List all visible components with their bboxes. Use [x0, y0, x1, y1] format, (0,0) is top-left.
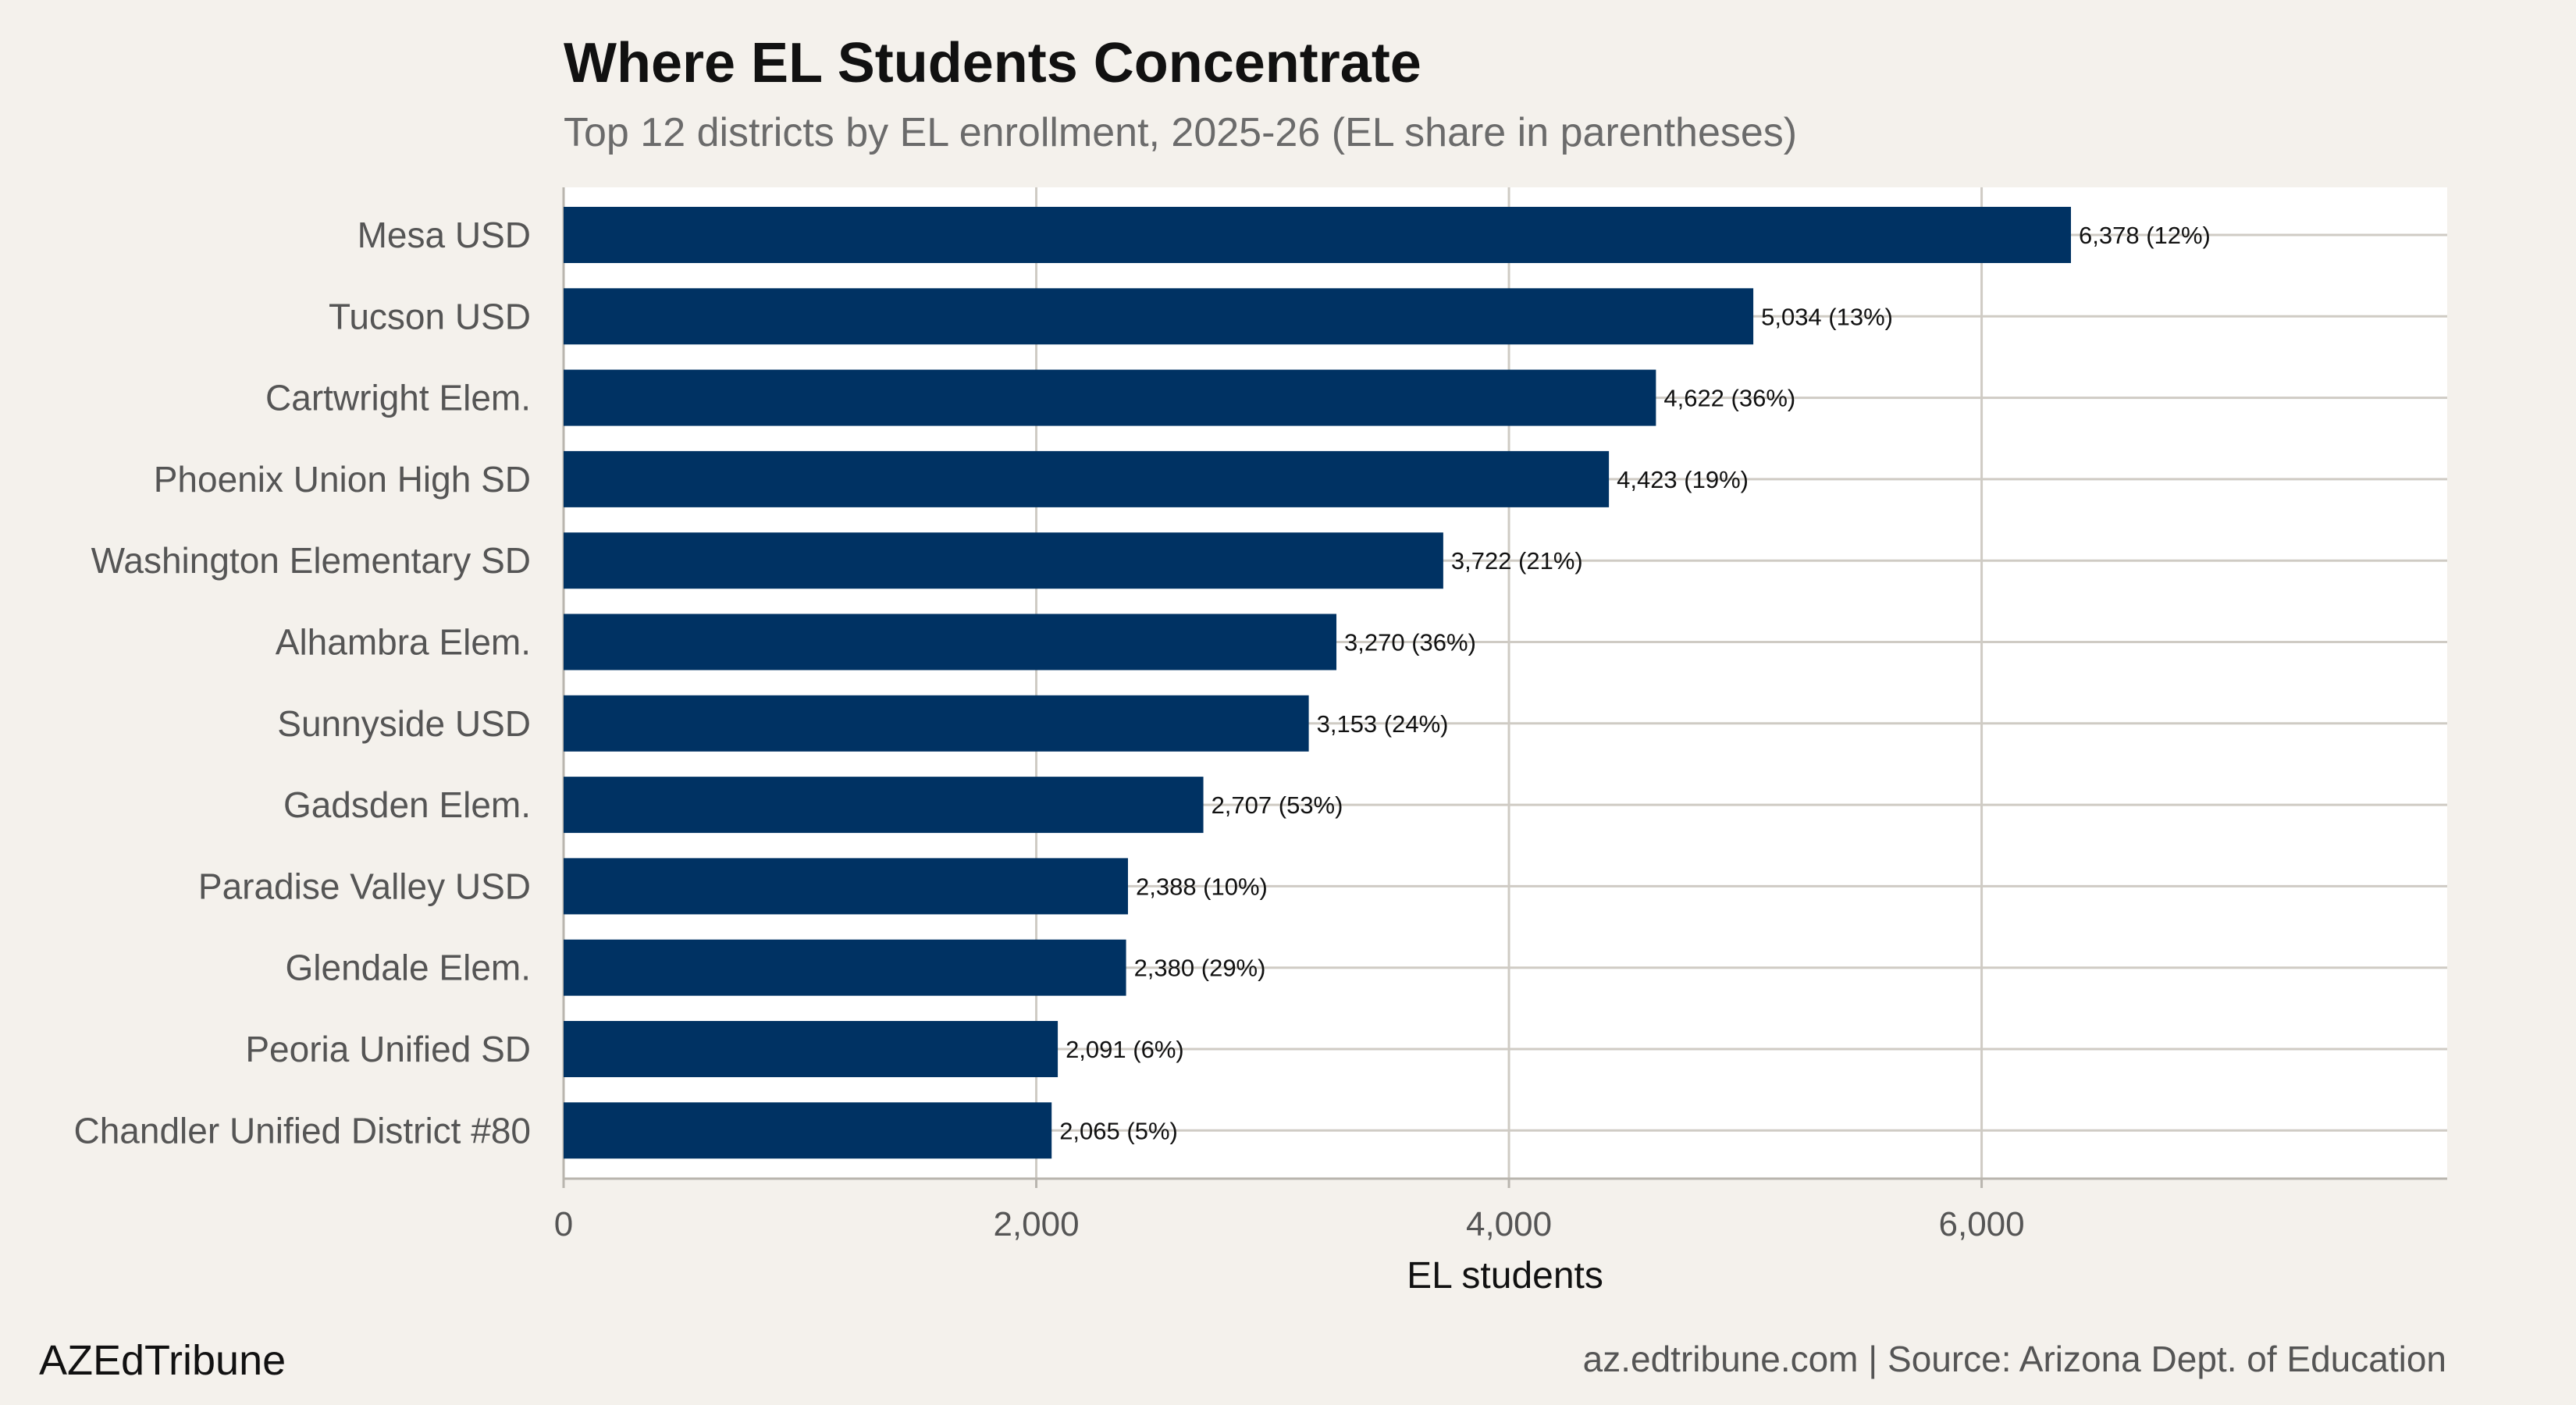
chart-title: Where EL Students Concentrate [564, 32, 1421, 94]
bar [564, 1102, 1052, 1159]
category-label: Cartwright Elem. [265, 378, 531, 418]
data-label: 2,380 (29%) [1134, 955, 1266, 982]
bar [564, 1021, 1059, 1077]
data-label: 5,034 (13%) [1761, 303, 1893, 330]
data-label: 3,270 (36%) [1344, 629, 1476, 656]
category-label: Phoenix Union High SD [154, 459, 531, 500]
plot-panel [564, 187, 2447, 1179]
category-label: Chandler Unified District #80 [74, 1110, 532, 1151]
bar [564, 532, 1443, 589]
bar [564, 369, 1656, 426]
data-label: 4,423 (19%) [1617, 466, 1749, 493]
x-tick-label: 4,000 [1466, 1205, 1552, 1243]
category-label: Alhambra Elem. [276, 622, 531, 663]
source-note: az.edtribune.com | Source: Arizona Dept.… [1582, 1339, 2446, 1379]
x-axis-title: EL students [1407, 1255, 1603, 1297]
bar [564, 288, 1754, 345]
bars [564, 207, 2072, 1159]
x-tick-label: 0 [554, 1205, 573, 1243]
x-axis-ticks: 0 2,000 4,000 6,000 [554, 1179, 2025, 1243]
value-labels: 6,378 (12%) 5,034 (13%) 4,622 (36%) 4,423 (… [1059, 222, 2211, 1144]
data-label: 2,388 (10%) [1136, 873, 1268, 900]
category-labels: Mesa USD Tucson USD Cartwright Elem. Phoeni… [74, 215, 532, 1151]
category-label: Washington Elementary SD [91, 540, 531, 581]
data-label: 6,378 (12%) [2079, 222, 2211, 249]
category-label: Mesa USD [358, 215, 531, 255]
bar [564, 939, 1126, 996]
category-label: Gadsden Elem. [283, 784, 531, 825]
category-label: Peoria Unified SD [245, 1029, 531, 1069]
bar [564, 695, 1309, 752]
chart-subtitle: Top 12 districts by EL enrollment, 2025-… [564, 110, 1798, 155]
data-label: 2,091 (6%) [1066, 1036, 1184, 1063]
bar [564, 207, 2072, 263]
bar [564, 858, 1128, 915]
bar [564, 614, 1337, 670]
data-label: 2,707 (53%) [1212, 791, 1343, 819]
data-label: 2,065 (5%) [1059, 1117, 1178, 1144]
brand-logo-text: AZEdTribune [39, 1337, 286, 1384]
data-label: 3,153 (24%) [1317, 710, 1449, 738]
category-label: Sunnyside USD [277, 703, 531, 744]
category-label: Paradise Valley USD [198, 866, 531, 906]
x-tick-label: 2,000 [993, 1205, 1079, 1243]
category-label: Glendale Elem. [286, 948, 532, 988]
bar [564, 450, 1610, 507]
data-label: 4,622 (36%) [1663, 385, 1795, 412]
x-tick-label: 6,000 [1939, 1205, 2025, 1243]
data-label: 3,722 (21%) [1451, 547, 1583, 574]
bar [564, 777, 1204, 834]
category-label: Tucson USD [329, 296, 531, 336]
